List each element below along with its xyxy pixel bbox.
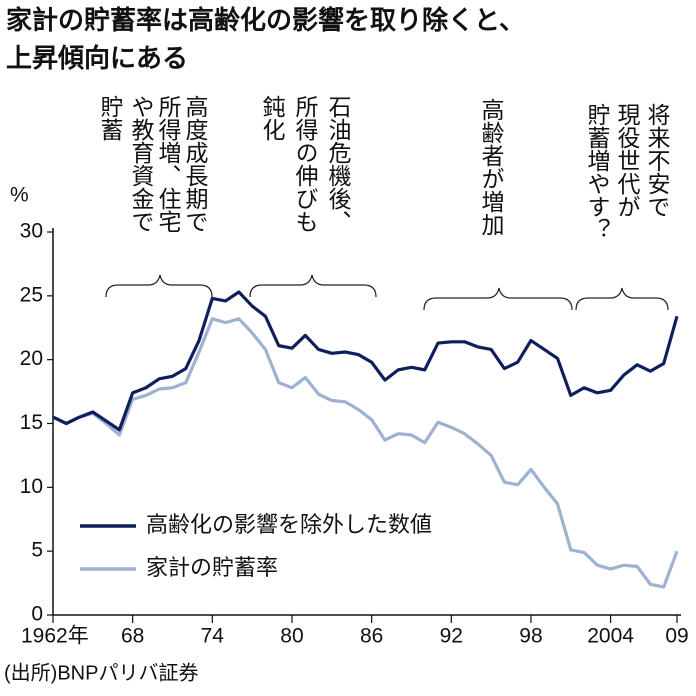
source-note: (出所)BNPパリバ証券	[4, 661, 198, 684]
x-tick-label: 1962年	[21, 625, 89, 648]
annotation: 所得の伸びも	[292, 95, 319, 233]
series-line	[52, 290, 679, 432]
x-tick-label: 09	[665, 625, 688, 648]
chart-title: 上昇傾向にある	[6, 43, 188, 73]
annotation: 所得増、住宅	[155, 95, 182, 233]
legend-box	[72, 505, 547, 587]
annotation: 現役世代が	[614, 103, 641, 218]
x-tick-label: 74	[201, 625, 225, 648]
y-tick-label: 30	[20, 220, 43, 243]
annotation: 将来不安で	[644, 103, 671, 218]
brace	[575, 287, 669, 311]
annotation: 石油危機後、	[325, 95, 352, 233]
series-line	[52, 317, 679, 589]
legend-label: 高齢化の影響を除外した数値	[146, 512, 432, 537]
annotation: や教育資金で	[128, 95, 155, 233]
x-tick-label: 86	[360, 625, 383, 648]
x-tick-label: 98	[519, 625, 542, 648]
annotation: 鈍化	[259, 95, 286, 141]
x-tick-label: 80	[280, 625, 303, 648]
chart-title: 家計の貯蓄率は高齢化の影響を取り除くと、	[6, 5, 525, 35]
y-tick-label: 20	[20, 347, 43, 370]
annotation: 貯蓄増やす？	[584, 103, 611, 241]
brace	[423, 287, 573, 311]
annotation: 高齢者が増加	[478, 98, 505, 236]
brace	[249, 274, 377, 298]
legend-label: 家計の貯蓄率	[146, 555, 278, 580]
y-tick-label: 15	[20, 411, 43, 434]
y-tick-label: 10	[20, 475, 43, 498]
y-tick-label: 25	[20, 283, 43, 306]
annotation: 高度成長期で	[182, 95, 209, 233]
y-tick-label: 5	[31, 539, 43, 562]
y-tick-label: 0	[31, 603, 43, 626]
x-tick-label: 68	[121, 625, 144, 648]
brace	[105, 274, 213, 298]
x-tick-label: 92	[440, 625, 463, 648]
annotation: 貯蓄	[97, 95, 124, 141]
y-unit: %	[10, 184, 29, 207]
x-tick-label: 2004	[587, 625, 634, 648]
